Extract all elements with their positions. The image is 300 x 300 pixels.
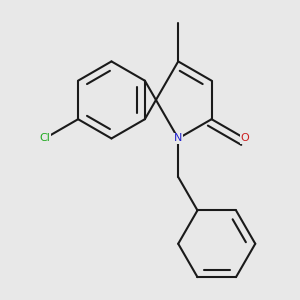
Text: Cl: Cl: [39, 134, 50, 143]
Text: O: O: [241, 134, 249, 143]
Text: N: N: [174, 134, 182, 143]
